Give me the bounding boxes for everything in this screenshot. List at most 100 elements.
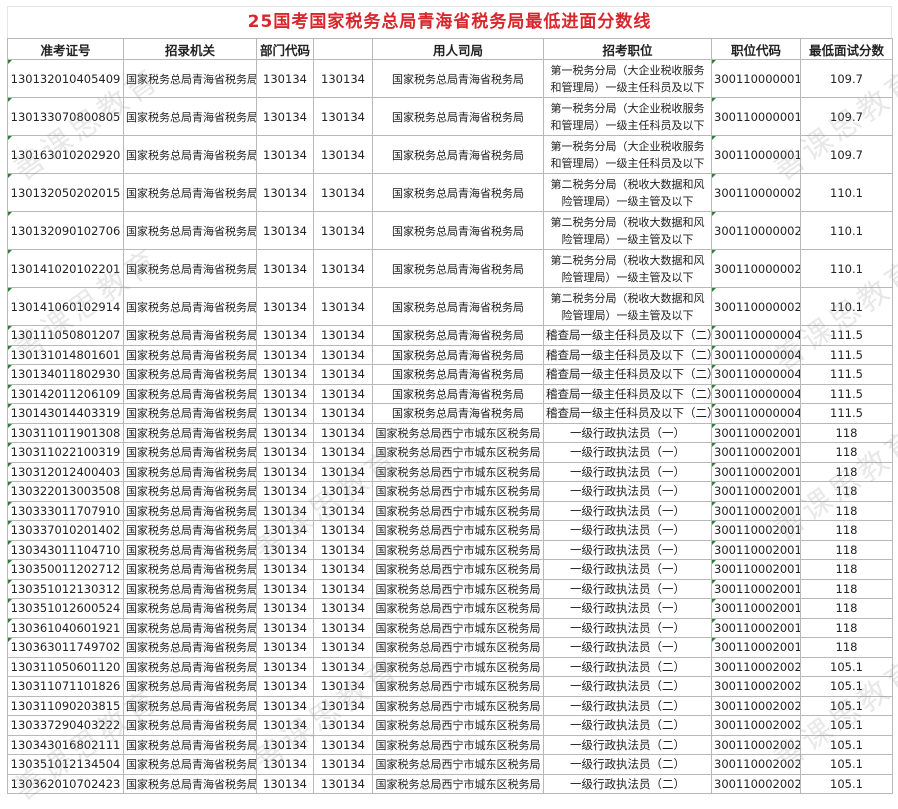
table-row: 130312012400403 国家税务总局青海省税务局 130134 130134 国… <box>7 461 893 482</box>
table-row: 130362010702423 国家税务总局青海省税务局 130134 130134 国… <box>7 773 893 794</box>
cell-position-code: 300110002002 <box>711 715 801 736</box>
cell-dept-code: 130134 <box>256 364 314 385</box>
cell-dept-code-2: 130134 <box>313 656 373 677</box>
cell-position: 第二税务分局（税收大数据和风险管理局）一级主管及以下 <box>543 287 712 326</box>
cell-dept-code: 130134 <box>256 442 314 463</box>
sheet-title: 25国考国家税务总局青海省税务局最低进面分数线 <box>7 6 892 38</box>
cell-dept-code: 130134 <box>256 637 314 658</box>
table-row: 130163010202920 国家税务总局青海省税务局 130134 130134 国… <box>7 135 893 174</box>
cell-position-code: 300110002001 <box>711 578 801 599</box>
cell-position-code: 300110002001 <box>711 598 801 619</box>
cell-dept-code: 130134 <box>256 539 314 560</box>
cell-recruiting-agency: 国家税务总局青海省税务局 <box>123 617 257 638</box>
cell-employing-bureau: 国家税务总局青海省税务局 <box>372 325 544 346</box>
cell-dept-code-2: 130134 <box>313 461 373 482</box>
cell-exam-id: 130134011802930 <box>7 364 124 385</box>
cell-dept-code: 130134 <box>256 773 314 794</box>
cell-position-code: 300110002001 <box>711 637 801 658</box>
cell-employing-bureau: 国家税务总局西宁市城东区税务局 <box>372 637 544 658</box>
cell-position-code: 300110000002 <box>711 287 801 326</box>
cell-dept-code-2: 130134 <box>313 481 373 502</box>
cell-position-code: 300110002001 <box>711 617 801 638</box>
cell-dept-code-2: 130134 <box>313 578 373 599</box>
cell-position: 稽查局一级主任科员及以下（二） <box>543 403 712 424</box>
header-blank <box>313 38 373 60</box>
table-row: 130322013003508 国家税务总局青海省税务局 130134 130134 国… <box>7 481 893 502</box>
cell-recruiting-agency: 国家税务总局青海省税务局 <box>123 481 257 502</box>
cell-employing-bureau: 国家税务总局青海省税务局 <box>372 344 544 365</box>
cell-position: 一级行政执法员（一） <box>543 500 712 521</box>
cell-position: 稽查局一级主任科员及以下（二） <box>543 325 712 346</box>
cell-position: 第二税务分局（税收大数据和风险管理局）一级主管及以下 <box>543 211 712 250</box>
cell-employing-bureau: 国家税务总局青海省税务局 <box>372 383 544 404</box>
cell-position-code: 300110002001 <box>711 539 801 560</box>
cell-position-code: 300110002002 <box>711 734 801 755</box>
cell-exam-id: 130311050601120 <box>7 656 124 677</box>
cell-position: 一级行政执法员（一） <box>543 637 712 658</box>
cell-employing-bureau: 国家税务总局青海省税务局 <box>372 403 544 424</box>
cell-employing-bureau: 国家税务总局青海省税务局 <box>372 173 544 212</box>
cell-position-code: 300110002001 <box>711 559 801 580</box>
cell-min-score: 118 <box>800 461 893 482</box>
cell-recruiting-agency: 国家税务总局青海省税务局 <box>123 287 257 326</box>
cell-dept-code-2: 130134 <box>313 344 373 365</box>
header-dept-code: 部门代码 <box>256 38 314 60</box>
cell-employing-bureau: 国家税务总局西宁市城东区税务局 <box>372 481 544 502</box>
cell-position-code: 300110002001 <box>711 461 801 482</box>
cell-position-code: 300110000002 <box>711 211 801 250</box>
cell-min-score: 111.5 <box>800 383 893 404</box>
cell-dept-code-2: 130134 <box>313 559 373 580</box>
cell-exam-id: 130351012600524 <box>7 598 124 619</box>
cell-position: 一级行政执法员（一） <box>543 617 712 638</box>
cell-recruiting-agency: 国家税务总局青海省税务局 <box>123 364 257 385</box>
cell-dept-code: 130134 <box>256 500 314 521</box>
cell-recruiting-agency: 国家税务总局青海省税务局 <box>123 97 257 136</box>
cell-dept-code: 130134 <box>256 249 314 288</box>
cell-exam-id: 130351012134504 <box>7 754 124 775</box>
cell-exam-id: 130133070800805 <box>7 97 124 136</box>
cell-employing-bureau: 国家税务总局西宁市城东区税务局 <box>372 559 544 580</box>
cell-position: 第二税务分局（税收大数据和风险管理局）一级主管及以下 <box>543 173 712 212</box>
cell-employing-bureau: 国家税务总局西宁市城东区税务局 <box>372 598 544 619</box>
cell-position: 第一税务分局（大企业税收服务和管理局）一级主任科员及以下 <box>543 135 712 174</box>
cell-min-score: 118 <box>800 578 893 599</box>
cell-min-score: 110.1 <box>800 287 893 326</box>
cell-employing-bureau: 国家税务总局青海省税务局 <box>372 364 544 385</box>
cell-exam-id: 130141060102914 <box>7 287 124 326</box>
cell-position: 一级行政执法员（一） <box>543 598 712 619</box>
cell-dept-code: 130134 <box>256 656 314 677</box>
cell-employing-bureau: 国家税务总局青海省税务局 <box>372 97 544 136</box>
cell-recruiting-agency: 国家税务总局青海省税务局 <box>123 500 257 521</box>
cell-recruiting-agency: 国家税务总局青海省税务局 <box>123 59 257 98</box>
cell-dept-code: 130134 <box>256 287 314 326</box>
cell-min-score: 109.7 <box>800 59 893 98</box>
cell-dept-code-2: 130134 <box>313 173 373 212</box>
cell-recruiting-agency: 国家税务总局青海省税务局 <box>123 520 257 541</box>
table-row: 130134011802930 国家税务总局青海省税务局 130134 130134 国… <box>7 364 893 385</box>
cell-dept-code-2: 130134 <box>313 754 373 775</box>
cell-dept-code-2: 130134 <box>313 442 373 463</box>
table-row: 130133070800805 国家税务总局青海省税务局 130134 130134 国… <box>7 97 893 136</box>
header-employing-bureau: 用人司局 <box>372 38 544 60</box>
cell-recruiting-agency: 国家税务总局青海省税务局 <box>123 754 257 775</box>
cell-min-score: 109.7 <box>800 97 893 136</box>
cell-exam-id: 130111050801207 <box>7 325 124 346</box>
cell-position: 一级行政执法员（一） <box>543 481 712 502</box>
cell-exam-id: 130350011202712 <box>7 559 124 580</box>
cell-exam-id: 130311071101826 <box>7 676 124 697</box>
cell-dept-code-2: 130134 <box>313 539 373 560</box>
cell-dept-code: 130134 <box>256 344 314 365</box>
cell-dept-code-2: 130134 <box>313 598 373 619</box>
table-row: 130351012134504 国家税务总局青海省税务局 130134 130134 国… <box>7 754 893 775</box>
cell-recruiting-agency: 国家税务总局青海省税务局 <box>123 422 257 443</box>
cell-recruiting-agency: 国家税务总局青海省税务局 <box>123 656 257 677</box>
cell-position-code: 300110000001 <box>711 97 801 136</box>
cell-dept-code-2: 130134 <box>313 249 373 288</box>
table-row: 130350011202712 国家税务总局青海省税务局 130134 130134 国… <box>7 559 893 580</box>
cell-exam-id: 130143014403319 <box>7 403 124 424</box>
cell-employing-bureau: 国家税务总局青海省税务局 <box>372 59 544 98</box>
cell-position-code: 300110002002 <box>711 754 801 775</box>
table-row: 130351012600524 国家税务总局青海省税务局 130134 130134 国… <box>7 598 893 619</box>
cell-position: 稽查局一级主任科员及以下（二） <box>543 344 712 365</box>
cell-employing-bureau: 国家税务总局青海省税务局 <box>372 135 544 174</box>
